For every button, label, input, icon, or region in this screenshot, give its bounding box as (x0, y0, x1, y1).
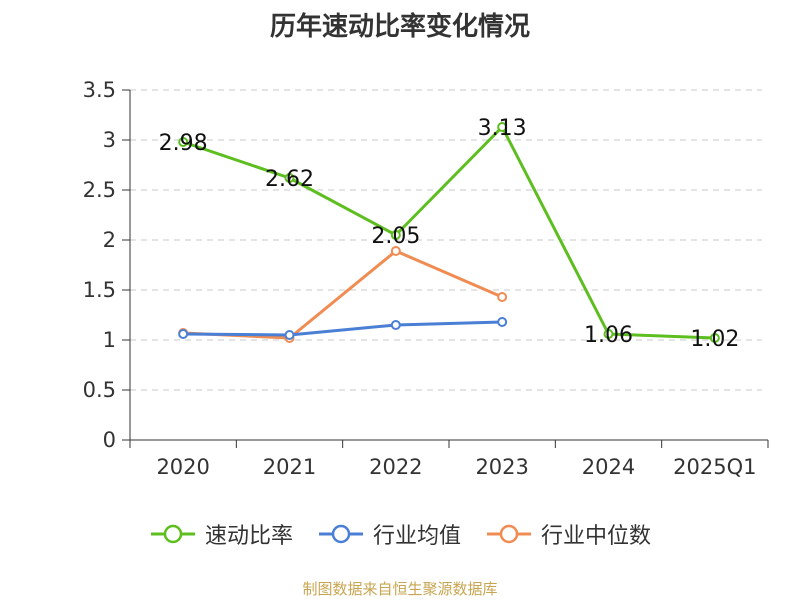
data-label: 1.02 (690, 327, 739, 352)
legend-marker (163, 524, 183, 544)
data-label: 3.13 (478, 116, 527, 141)
data-point (178, 329, 189, 339)
data-point (390, 246, 401, 256)
y-tick-label: 3 (103, 128, 116, 152)
data-label: 2.62 (265, 167, 314, 192)
series-line (183, 320, 503, 337)
x-tick-label: 2022 (369, 455, 422, 479)
legend-line-marker-icon (318, 524, 363, 544)
series-lines (178, 122, 720, 343)
data-point (497, 122, 508, 132)
legend-label: 行业均值 (372, 524, 461, 549)
legend-line-marker-icon (487, 524, 531, 544)
data-point (178, 137, 189, 147)
y-tick-label: 1 (103, 328, 116, 352)
legend-marker (331, 524, 351, 544)
legend-item[interactable]: 速动比率 (149, 518, 293, 550)
data-point (709, 333, 720, 343)
grid-lines (130, 89, 762, 391)
x-tick-label: 2025Q1 (673, 455, 756, 479)
data-point (284, 173, 295, 183)
x-tick-label: 2021 (263, 455, 316, 479)
data-labels: 2.98 2.62 2.05 3.13 1.06 1.02 (159, 116, 740, 352)
legend-label: 速动比率 (204, 524, 293, 549)
y-tick-label: 3.5 (83, 78, 116, 102)
data-point (390, 230, 401, 240)
y-tick-label: 2.5 (83, 178, 116, 202)
data-label: 2.98 (159, 131, 208, 156)
chart-title: 历年速动比率变化情况 (269, 12, 530, 42)
series-line (182, 125, 715, 340)
data-point (497, 292, 508, 302)
legend-marker (499, 524, 519, 544)
data-point (284, 330, 295, 340)
x-tick-label: 2023 (475, 455, 528, 479)
y-tick-label: 0 (103, 428, 116, 452)
data-point (603, 329, 614, 339)
series-line (183, 249, 503, 340)
legend-line-marker-icon (150, 524, 195, 544)
axes: 0 0.5 1 1.5 2 2.5 3 3.5 2020 2021 2022 2023 2024 2025… (83, 78, 769, 479)
data-label: 1.06 (584, 323, 633, 348)
data-label: 2.05 (371, 224, 420, 249)
data-point (390, 320, 401, 330)
legend-item[interactable]: 行业中位数 (485, 518, 651, 550)
legend-label: 行业中位数 (541, 524, 652, 549)
legend-item[interactable]: 行业均值 (317, 518, 461, 550)
legend: 速动比率 行业均值 行业中位数 (0, 518, 800, 550)
data-point (497, 317, 508, 327)
x-tick-label: 2024 (582, 455, 635, 479)
y-tick-label: 0.5 (83, 378, 116, 402)
x-tick-label: 2020 (156, 455, 209, 479)
y-tick-label: 1.5 (83, 278, 116, 302)
source-note: 制图数据来自恒生聚源数据库 (302, 580, 498, 598)
y-tick-label: 2 (103, 228, 116, 252)
